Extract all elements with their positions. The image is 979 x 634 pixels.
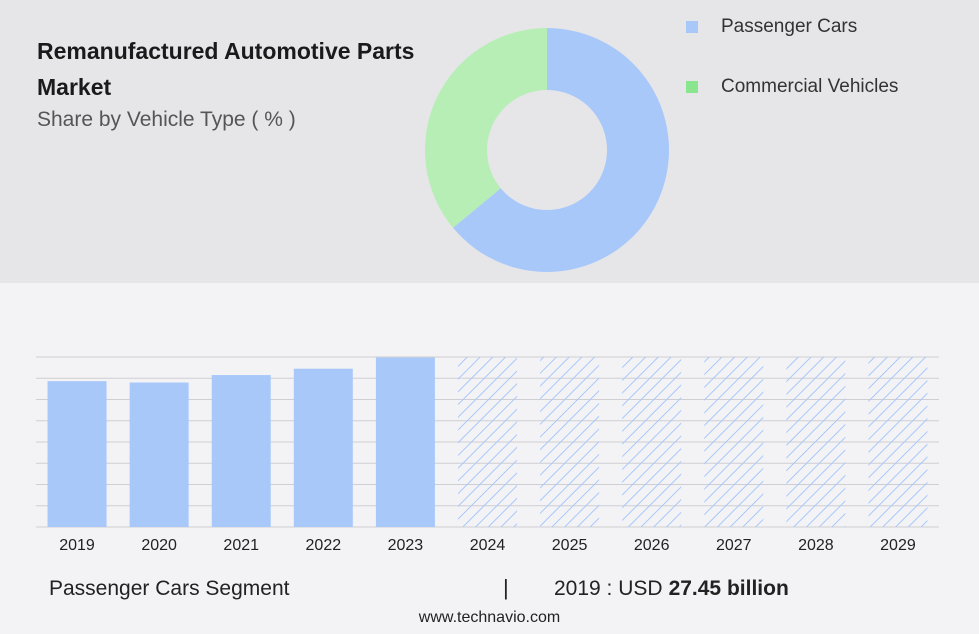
bar-2026 (622, 357, 682, 527)
x-tick-label: 2024 (470, 537, 506, 554)
legend-label: Commercial Vehicles (721, 76, 899, 97)
footer-divider: | (503, 575, 509, 600)
bar-2023 (375, 357, 435, 527)
bar-2028 (786, 357, 846, 527)
x-tick-label: 2027 (716, 537, 752, 554)
x-tick-label: 2019 (59, 537, 95, 554)
legend-item-passenger-cars: Passenger Cars (686, 15, 857, 39)
chart-subtitle: Share by Vehicle Type ( % ) (37, 108, 296, 131)
footer-year-label: 2019 : USD (554, 577, 663, 600)
donut-chart (425, 28, 669, 272)
footer-value: 2019 : USD 27.45 billion (554, 577, 789, 601)
donut-slice-passenger-cars (452, 28, 669, 272)
bar-2025 (540, 357, 600, 527)
chart-title: Remanufactured Automotive Parts Market (37, 38, 415, 100)
x-tick-label: 2028 (798, 537, 834, 554)
bar-2020 (129, 382, 189, 527)
x-tick-label: 2029 (880, 537, 916, 554)
bar-chart: 2019 2020 2021 2022 2023 2024 2025 2026 2027 2028… (36, 356, 939, 554)
bar-2021 (211, 375, 271, 527)
x-tick-label: 2021 (223, 537, 259, 554)
bar-2022 (293, 368, 353, 527)
footer-segment-label: Passenger Cars Segment (49, 577, 290, 600)
x-tick-label: 2023 (388, 537, 424, 554)
bar-2024 (458, 357, 517, 527)
donut-slice-commercial-vehicles (425, 28, 547, 228)
legend-swatch-commercial-vehicles (686, 81, 698, 93)
legend-label: Passenger Cars (721, 16, 858, 37)
x-tick-label: 2022 (306, 537, 342, 554)
x-tick-label: 2025 (552, 537, 588, 554)
x-tick-label: 2020 (141, 537, 177, 554)
footer-amount: 27.45 billion (668, 577, 789, 600)
bar-2027 (704, 357, 764, 527)
bar-2019 (47, 381, 107, 527)
legend-swatch-passenger-cars (686, 21, 698, 33)
footer-site: www.technavio.com (418, 609, 561, 626)
x-tick-label: 2026 (634, 537, 670, 554)
bar-2029 (868, 357, 928, 527)
legend-item-commercial-vehicles: Commercial Vehicles (686, 75, 898, 99)
